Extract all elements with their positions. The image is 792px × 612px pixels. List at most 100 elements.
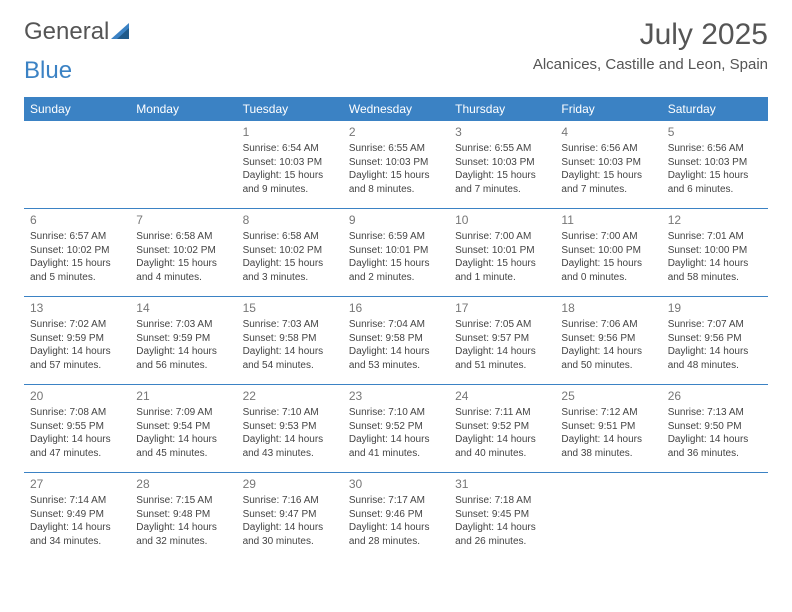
weekday-header: Thursday	[449, 97, 555, 121]
daylight-text: and 30 minutes.	[243, 535, 337, 549]
sunrise-text: Sunrise: 7:08 AM	[30, 406, 124, 420]
calendar-day-cell: 25Sunrise: 7:12 AMSunset: 9:51 PMDayligh…	[555, 385, 661, 473]
daylight-text: and 2 minutes.	[349, 271, 443, 285]
title-block: July 2025 Alcanices, Castille and Leon, …	[533, 18, 768, 73]
sunrise-text: Sunrise: 7:15 AM	[136, 494, 230, 508]
daylight-text: and 1 minute.	[455, 271, 549, 285]
sunrise-text: Sunrise: 6:57 AM	[30, 230, 124, 244]
daylight-text: Daylight: 14 hours	[136, 345, 230, 359]
daylight-text: and 8 minutes.	[349, 183, 443, 197]
daylight-text: Daylight: 15 hours	[136, 257, 230, 271]
daylight-text: and 50 minutes.	[561, 359, 655, 373]
calendar-week-row: 6Sunrise: 6:57 AMSunset: 10:02 PMDayligh…	[24, 209, 768, 297]
daylight-text: and 38 minutes.	[561, 447, 655, 461]
daylight-text: Daylight: 14 hours	[243, 433, 337, 447]
daylight-text: Daylight: 15 hours	[243, 169, 337, 183]
daylight-text: and 56 minutes.	[136, 359, 230, 373]
calendar-day-cell: 24Sunrise: 7:11 AMSunset: 9:52 PMDayligh…	[449, 385, 555, 473]
day-number: 9	[349, 212, 443, 228]
daylight-text: Daylight: 15 hours	[455, 169, 549, 183]
sunset-text: Sunset: 9:58 PM	[243, 332, 337, 346]
daylight-text: Daylight: 14 hours	[30, 433, 124, 447]
daylight-text: and 57 minutes.	[30, 359, 124, 373]
day-number: 21	[136, 388, 230, 404]
location: Alcanices, Castille and Leon, Spain	[533, 56, 768, 73]
daylight-text: Daylight: 14 hours	[668, 257, 762, 271]
daylight-text: Daylight: 14 hours	[136, 521, 230, 535]
sunset-text: Sunset: 10:01 PM	[455, 244, 549, 258]
sunset-text: Sunset: 9:51 PM	[561, 420, 655, 434]
day-number: 11	[561, 212, 655, 228]
sunrise-text: Sunrise: 6:56 AM	[561, 142, 655, 156]
sunset-text: Sunset: 9:47 PM	[243, 508, 337, 522]
daylight-text: Daylight: 15 hours	[561, 257, 655, 271]
day-number: 3	[455, 124, 549, 140]
daylight-text: and 34 minutes.	[30, 535, 124, 549]
calendar-day-cell: 14Sunrise: 7:03 AMSunset: 9:59 PMDayligh…	[130, 297, 236, 385]
daylight-text: Daylight: 14 hours	[561, 345, 655, 359]
sunset-text: Sunset: 9:46 PM	[349, 508, 443, 522]
daylight-text: and 53 minutes.	[349, 359, 443, 373]
day-number: 19	[668, 300, 762, 316]
sunset-text: Sunset: 9:45 PM	[455, 508, 549, 522]
daylight-text: and 3 minutes.	[243, 271, 337, 285]
day-number: 5	[668, 124, 762, 140]
calendar-day-cell: 30Sunrise: 7:17 AMSunset: 9:46 PMDayligh…	[343, 473, 449, 561]
day-number: 2	[349, 124, 443, 140]
daylight-text: and 36 minutes.	[668, 447, 762, 461]
weekday-header: Tuesday	[237, 97, 343, 121]
calendar-day-cell: 31Sunrise: 7:18 AMSunset: 9:45 PMDayligh…	[449, 473, 555, 561]
calendar-day-cell: 1Sunrise: 6:54 AMSunset: 10:03 PMDayligh…	[237, 121, 343, 209]
weekday-header: Sunday	[24, 97, 130, 121]
calendar-week-row: 20Sunrise: 7:08 AMSunset: 9:55 PMDayligh…	[24, 385, 768, 473]
sunrise-text: Sunrise: 7:05 AM	[455, 318, 549, 332]
sunrise-text: Sunrise: 7:12 AM	[561, 406, 655, 420]
calendar-week-row: 13Sunrise: 7:02 AMSunset: 9:59 PMDayligh…	[24, 297, 768, 385]
daylight-text: and 32 minutes.	[136, 535, 230, 549]
weekday-header: Monday	[130, 97, 236, 121]
sunrise-text: Sunrise: 6:58 AM	[243, 230, 337, 244]
day-number: 16	[349, 300, 443, 316]
sunrise-text: Sunrise: 7:17 AM	[349, 494, 443, 508]
sunrise-text: Sunrise: 7:01 AM	[668, 230, 762, 244]
daylight-text: Daylight: 14 hours	[349, 521, 443, 535]
calendar-day-cell: 5Sunrise: 6:56 AMSunset: 10:03 PMDayligh…	[662, 121, 768, 209]
daylight-text: and 43 minutes.	[243, 447, 337, 461]
calendar-day-cell: 16Sunrise: 7:04 AMSunset: 9:58 PMDayligh…	[343, 297, 449, 385]
daylight-text: and 9 minutes.	[243, 183, 337, 197]
daylight-text: Daylight: 14 hours	[668, 433, 762, 447]
logo: General	[24, 18, 133, 46]
daylight-text: Daylight: 14 hours	[30, 345, 124, 359]
daylight-text: Daylight: 14 hours	[243, 345, 337, 359]
calendar-day-cell: 6Sunrise: 6:57 AMSunset: 10:02 PMDayligh…	[24, 209, 130, 297]
calendar-day-cell: 8Sunrise: 6:58 AMSunset: 10:02 PMDayligh…	[237, 209, 343, 297]
calendar-day-cell: 10Sunrise: 7:00 AMSunset: 10:01 PMDaylig…	[449, 209, 555, 297]
daylight-text: Daylight: 14 hours	[455, 345, 549, 359]
sunset-text: Sunset: 9:55 PM	[30, 420, 124, 434]
sunset-text: Sunset: 9:59 PM	[136, 332, 230, 346]
calendar-table: Sunday Monday Tuesday Wednesday Thursday…	[24, 97, 768, 560]
sunrise-text: Sunrise: 6:59 AM	[349, 230, 443, 244]
calendar-day-cell: 20Sunrise: 7:08 AMSunset: 9:55 PMDayligh…	[24, 385, 130, 473]
sunset-text: Sunset: 9:48 PM	[136, 508, 230, 522]
sunset-text: Sunset: 9:58 PM	[349, 332, 443, 346]
sunset-text: Sunset: 9:57 PM	[455, 332, 549, 346]
calendar-day-cell	[662, 473, 768, 561]
sunrise-text: Sunrise: 7:07 AM	[668, 318, 762, 332]
day-number: 8	[243, 212, 337, 228]
calendar-day-cell: 2Sunrise: 6:55 AMSunset: 10:03 PMDayligh…	[343, 121, 449, 209]
sunset-text: Sunset: 10:03 PM	[455, 156, 549, 170]
daylight-text: and 54 minutes.	[243, 359, 337, 373]
day-number: 13	[30, 300, 124, 316]
sunrise-text: Sunrise: 7:00 AM	[561, 230, 655, 244]
sunrise-text: Sunrise: 6:55 AM	[455, 142, 549, 156]
weekday-header: Friday	[555, 97, 661, 121]
day-number: 31	[455, 476, 549, 492]
daylight-text: Daylight: 15 hours	[349, 257, 443, 271]
day-number: 4	[561, 124, 655, 140]
day-number: 17	[455, 300, 549, 316]
daylight-text: and 47 minutes.	[30, 447, 124, 461]
calendar-day-cell	[555, 473, 661, 561]
sunrise-text: Sunrise: 7:14 AM	[30, 494, 124, 508]
sunset-text: Sunset: 9:56 PM	[668, 332, 762, 346]
